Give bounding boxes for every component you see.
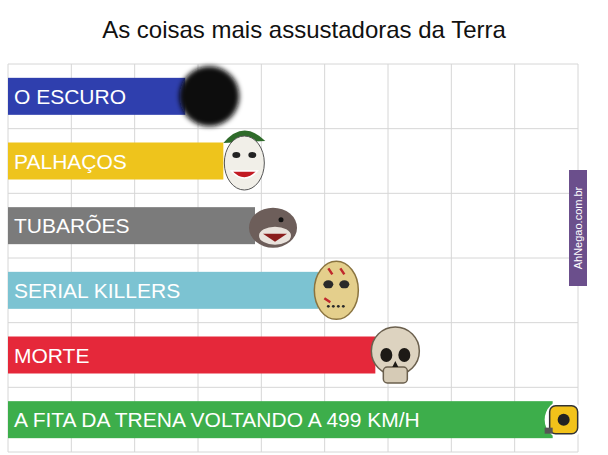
icon-clown	[223, 130, 265, 190]
category-label: O ESCURO	[14, 85, 126, 108]
icon-skull	[371, 327, 419, 383]
clown-face	[224, 136, 264, 190]
watermark: AhNegao.com.br	[572, 186, 584, 269]
skull-nose	[392, 361, 398, 367]
row-line	[8, 193, 578, 194]
row-line	[8, 128, 578, 129]
category-label: PALHAÇOS	[14, 150, 127, 173]
bar	[8, 272, 318, 309]
mask-eye	[323, 280, 333, 288]
chart-root: As coisas mais assustadoras da Terra O ES…	[0, 0, 608, 455]
mask-hole	[342, 305, 345, 308]
tape-center	[558, 414, 570, 426]
shark-eye	[279, 217, 284, 222]
row-line	[8, 258, 578, 259]
bars	[8, 78, 553, 438]
category-label: MORTE	[14, 344, 89, 367]
bar	[8, 207, 255, 244]
row-line	[8, 322, 578, 323]
mask-hole	[332, 305, 335, 308]
shark-mouth	[263, 234, 287, 242]
clown-eye	[232, 152, 240, 158]
tape-case	[550, 406, 578, 434]
bar-labels: O ESCURO PALHAÇOS TUBARÕES SERIAL KILLERS MO…	[14, 85, 420, 431]
icon-dark	[179, 66, 239, 126]
icons	[179, 66, 584, 439]
shark-belly	[259, 227, 291, 245]
icon-tape	[545, 400, 585, 440]
category-label: A FITA DA TRENA VOLTANDO A 499 KM/H	[14, 408, 420, 431]
bar	[8, 401, 553, 438]
bar	[8, 337, 375, 374]
tape-tip	[545, 428, 553, 434]
row-line	[8, 64, 578, 65]
row-line	[8, 387, 578, 388]
grid	[8, 64, 578, 452]
tape-bg	[545, 400, 585, 440]
mask-face	[314, 261, 358, 319]
icon-shark	[249, 208, 297, 248]
skull-jaw	[383, 367, 407, 383]
clown-eye	[248, 152, 256, 158]
skull-eye	[380, 348, 392, 362]
chart: As coisas mais assustadoras da Terra O ES…	[0, 0, 608, 455]
title: As coisas mais assustadoras da Terra	[102, 16, 506, 43]
watermark-bg	[569, 170, 587, 286]
bar	[8, 78, 185, 115]
row-line	[8, 452, 578, 453]
icon-mask	[314, 261, 358, 319]
mask-marks	[324, 268, 344, 302]
shark-body	[249, 208, 297, 248]
skull-eye	[398, 348, 410, 362]
clown-mouth	[231, 171, 257, 178]
category-label: SERIAL KILLERS	[14, 279, 180, 302]
bar	[8, 143, 223, 180]
category-label: TUBARÕES	[14, 214, 130, 237]
mask-hole	[337, 305, 340, 308]
mask-eye	[339, 280, 349, 288]
mask-hole	[327, 305, 330, 308]
